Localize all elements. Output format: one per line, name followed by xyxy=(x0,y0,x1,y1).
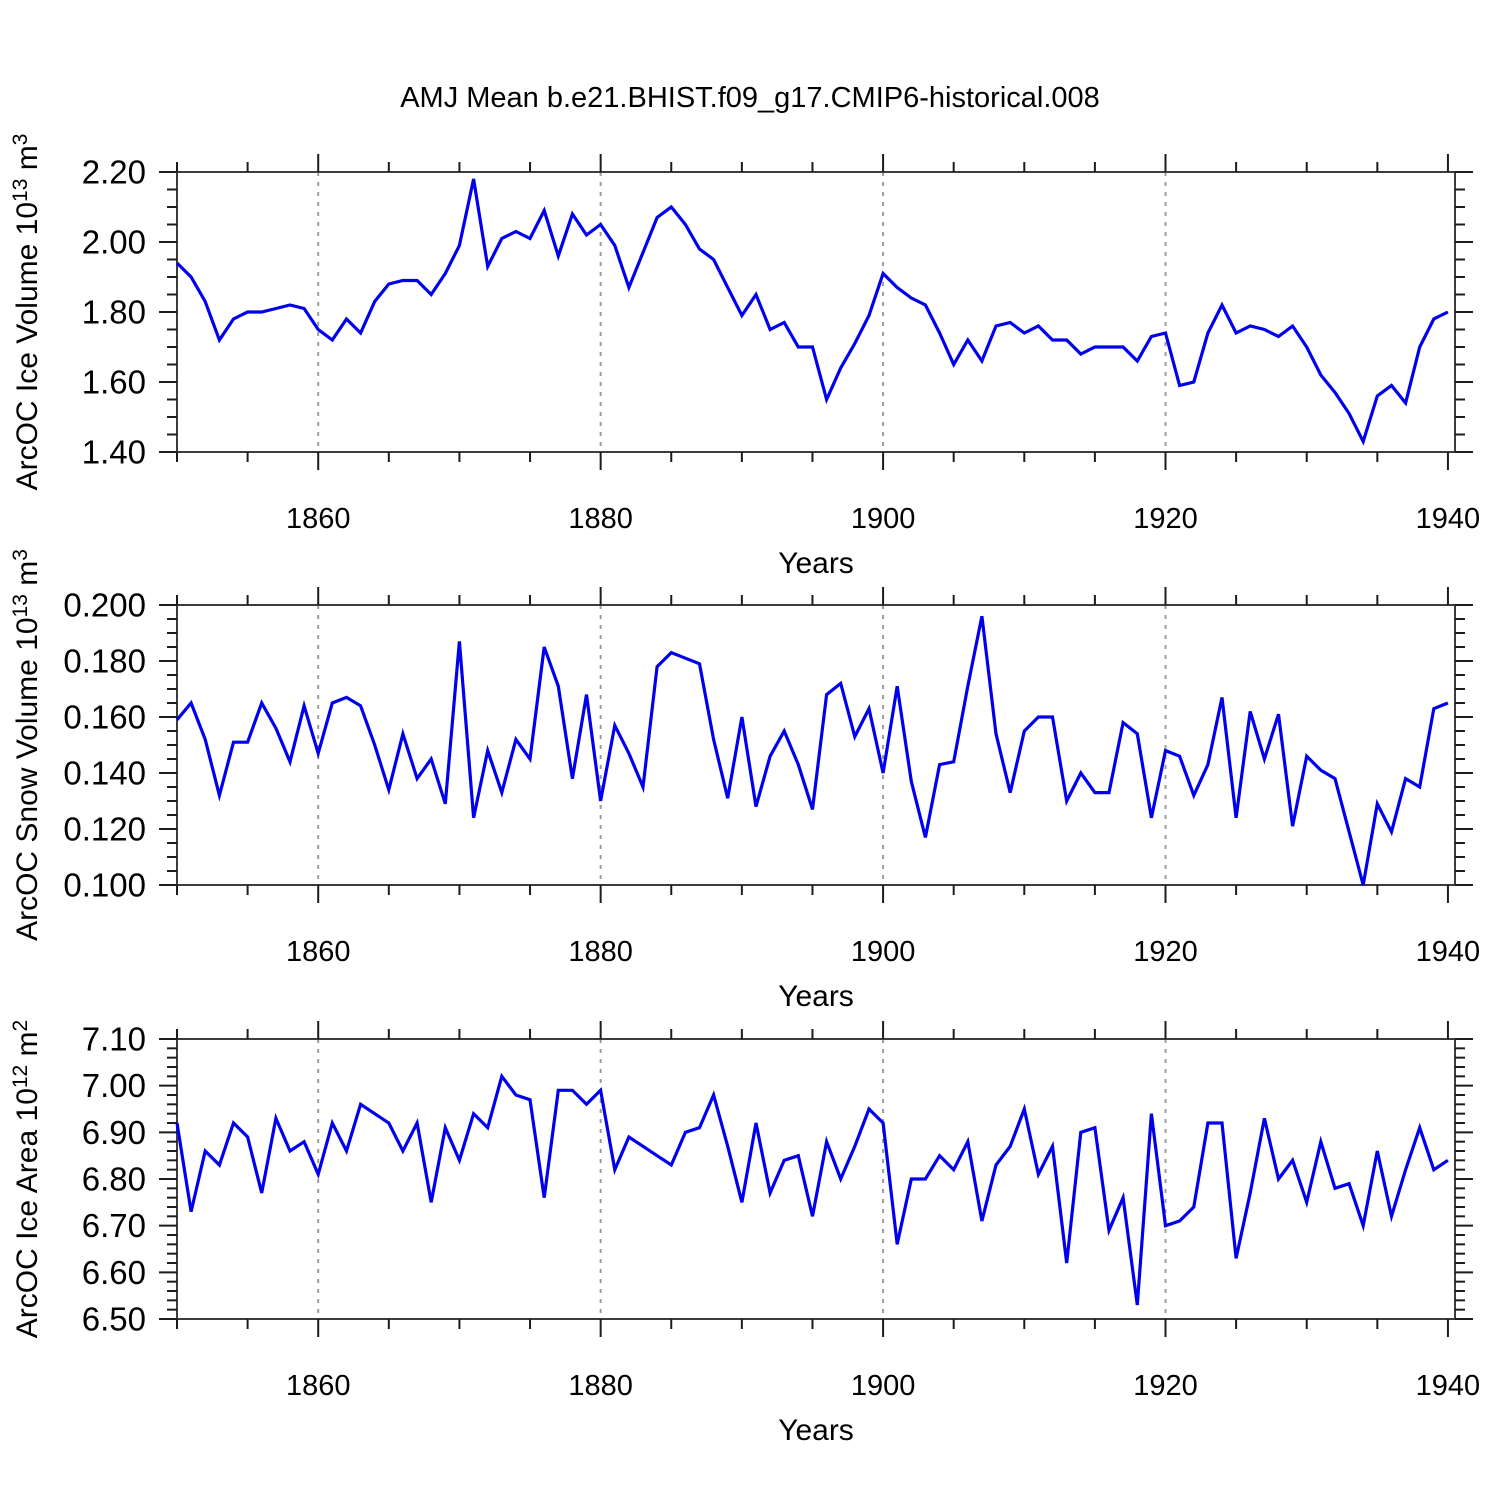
y-tick-label: 0.180 xyxy=(63,643,146,680)
plot-frame xyxy=(176,604,1456,886)
panel-snow-volume: 1860 1880 1900 1920 1940 0.100 0.120 0.140 0.160… xyxy=(63,587,1480,1014)
y-tick-label: 7.00 xyxy=(82,1067,146,1104)
y-tick-label: 6.60 xyxy=(82,1254,146,1291)
x-tick-label-1860: 1860 xyxy=(286,936,351,968)
x-tick-label-1940: 1940 xyxy=(1416,936,1481,968)
x-axis-title: Years xyxy=(778,547,854,580)
x-tick-label-1920: 1920 xyxy=(1133,1370,1198,1402)
x-tick-label-1860: 1860 xyxy=(286,503,351,535)
plot-frame xyxy=(176,1038,1456,1320)
y-tick-label: 6.80 xyxy=(82,1161,146,1198)
x-tick-label-1920: 1920 xyxy=(1133,936,1198,968)
x-tick-label-1900: 1900 xyxy=(851,503,916,535)
x-tick-label-1880: 1880 xyxy=(568,503,633,535)
y-tick-label: 2.20 xyxy=(82,154,146,191)
y-tick-label: 6.90 xyxy=(82,1114,146,1151)
x-tick-label-1880: 1880 xyxy=(568,936,633,968)
y-tick-label: 6.50 xyxy=(82,1301,146,1338)
panel-ice-area: 1860 1880 1900 1920 1940 6.50 6.60 6.70 6.80 6.90… xyxy=(82,1021,1480,1448)
y-tick-label: 1.40 xyxy=(82,434,146,471)
panel-ice-volume: 1860 1880 1900 1920 1940 1.40 1.60 1.80 2.00 2.20… xyxy=(82,154,1480,581)
x-tick-label-1900: 1900 xyxy=(851,936,916,968)
y-tick-label: 6.70 xyxy=(82,1207,146,1244)
x-tick-label-1860: 1860 xyxy=(286,1370,351,1402)
y-tick-label: 0.100 xyxy=(63,867,146,904)
y-tick-label: 0.160 xyxy=(63,699,146,736)
data-line-ice-area xyxy=(175,1072,1449,1306)
y-tick-label: 1.60 xyxy=(82,364,146,401)
x-tick-label-1920: 1920 xyxy=(1133,503,1198,535)
y-tick-label: 0.140 xyxy=(63,755,146,792)
figure-title: AMJ Mean b.e21.BHIST.f09_g17.CMIP6-histo… xyxy=(400,82,1100,114)
y-tick-label: 7.10 xyxy=(82,1021,146,1058)
x-axis-ticks xyxy=(176,1021,1449,1337)
y-tick-label: 2.00 xyxy=(82,224,146,261)
y-axis-ticks xyxy=(159,604,1473,886)
x-axis-title: Years xyxy=(778,980,854,1013)
y-axis-ticks xyxy=(159,1038,1473,1320)
x-tick-label-1880: 1880 xyxy=(568,1370,633,1402)
data-line-snow-volume xyxy=(175,615,1449,886)
x-tick-label-1940: 1940 xyxy=(1416,503,1481,535)
y-axis-title-snow-volume: ArcOC Snow Volume 1013 m3 xyxy=(9,549,44,941)
x-axis-title: Years xyxy=(778,1414,854,1447)
y-axis-title-ice-volume: ArcOC Ice Volume 1013 m3 xyxy=(9,134,44,491)
y-tick-label: 0.200 xyxy=(63,587,146,624)
y-axis-ticks xyxy=(159,171,1473,453)
x-axis-ticks xyxy=(176,154,1449,470)
x-tick-label-1900: 1900 xyxy=(851,1370,916,1402)
x-tick-label-1940: 1940 xyxy=(1416,1370,1481,1402)
y-tick-label: 1.80 xyxy=(82,294,146,331)
y-axis-title-ice-area: ArcOC Ice Area 1012 m2 xyxy=(9,1020,44,1338)
data-line-ice-volume xyxy=(175,178,1449,446)
y-tick-label: 0.120 xyxy=(63,811,146,848)
x-axis-ticks xyxy=(176,587,1449,903)
